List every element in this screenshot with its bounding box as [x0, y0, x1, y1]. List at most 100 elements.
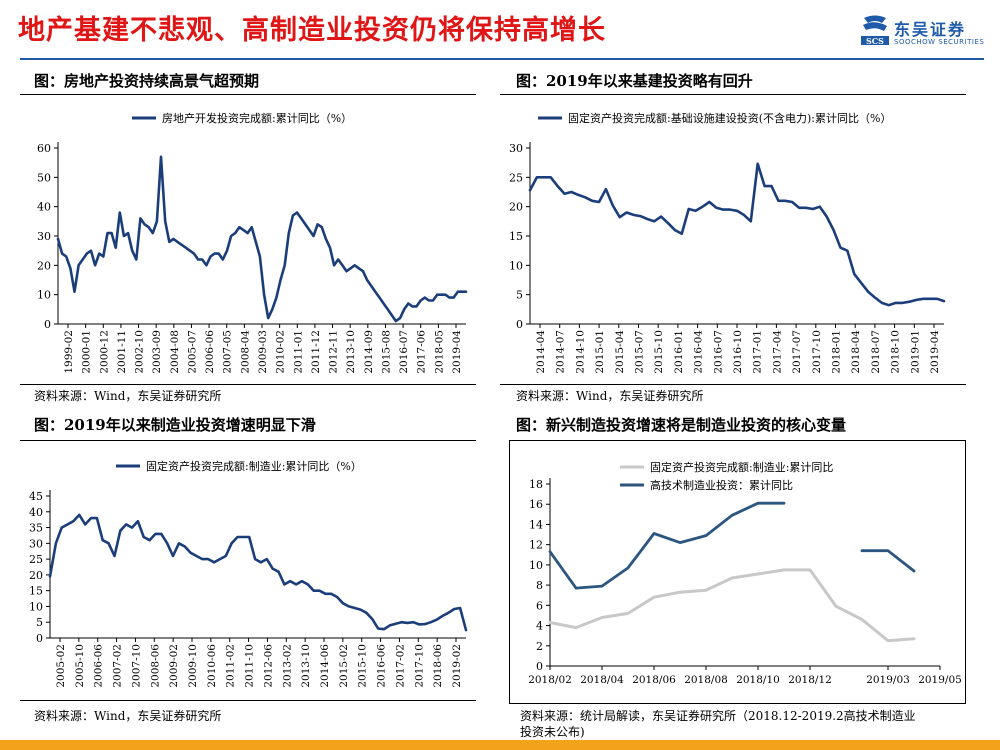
x-tick-label: 2012-11	[328, 330, 340, 374]
y-tick-label: 12	[529, 539, 543, 552]
x-tick-label: 2016-07	[712, 330, 724, 374]
x-tick-label: 2014-10	[574, 330, 586, 374]
x-tick-label: 2012-06	[262, 644, 274, 688]
panel1-top-rule	[20, 94, 476, 95]
panel2-bottom-rule	[500, 384, 966, 385]
logo-mark-text: SCS	[866, 36, 884, 46]
panel2-title: 图：2019年以来基建投资略有回升	[516, 72, 753, 90]
x-tick-label: 2015-10	[357, 644, 369, 688]
y-tick-label: 0	[536, 660, 543, 673]
x-tick-label: 2017-02	[394, 644, 406, 688]
x-tick-label: 2007-02	[112, 644, 124, 688]
y-tick-label: 4	[536, 620, 543, 633]
x-tick-label: 2015-08	[380, 330, 392, 374]
x-tick-label: 2019-01	[909, 330, 921, 374]
footer-bar	[0, 740, 1000, 750]
brand-logo: SCS 东吴证券 SOOCHOW SECURITIES	[860, 14, 992, 50]
panel4-source-line2: 投资未公布)	[520, 725, 585, 739]
chart-infrastructure: 0 5 10 15 20 25 30 固定资产投资完成额:基础设施建设投资(不含电力):累计同…	[509, 111, 946, 374]
header-divider	[20, 58, 984, 60]
x-tick-label: 2007-10	[130, 644, 142, 688]
series-line-1	[48, 513, 468, 632]
legend-label-1: 固定资产投资完成额:基础设施建设投资(不含电力):累计同比（%）	[568, 111, 891, 125]
x-tick-label: 2015-04	[614, 330, 626, 374]
x-tick-label: 2011-02	[225, 644, 237, 688]
x-tick-label: 1999-02	[63, 330, 75, 374]
x-tick-label: 2009-10	[187, 644, 199, 688]
x-tick-label: 2017-07	[791, 330, 803, 374]
x-tick-label: 2011-12	[310, 330, 322, 374]
x-tick-label: 2018/02	[528, 674, 572, 686]
logo-name-cn: 东吴证券	[894, 20, 967, 39]
x-tick-label: 2016-04	[693, 330, 705, 374]
x-tick-label: 2006-06	[93, 644, 105, 688]
y-tick-label: 5	[36, 616, 43, 629]
x-tick-label: 2000-01	[81, 330, 93, 374]
x-tick-label: 2016-01	[673, 330, 685, 374]
series-line-2	[860, 549, 916, 573]
x-tick-label: 2010-06	[206, 644, 218, 688]
x-tick-label: 2017-10	[811, 330, 823, 374]
panel4-source-line1: 资料来源：统计局解读，东吴证券研究所（2018.12-2019.2高技术制造业	[520, 709, 916, 723]
x-tick-label: 2013-10	[300, 644, 312, 688]
y-tick-label: 2	[536, 640, 543, 653]
y-tick-label: 30	[509, 142, 523, 155]
x-tick-label: 2015-01	[594, 330, 606, 374]
x-tick-label: 2019/05	[918, 674, 962, 686]
panel4-frame	[509, 440, 966, 704]
chart-real-estate: 0 10 20 30 40 50 60 房地产开发投资完成额:累计同比（%） 1999-02 20…	[37, 111, 468, 374]
y-tick-label: 60	[37, 142, 51, 155]
x-tick-label: 2018/12	[788, 674, 832, 686]
y-tick-label: 50	[37, 171, 51, 184]
x-tick-label: 2014-04	[535, 330, 547, 374]
x-tick-label: 2011-01	[292, 330, 304, 374]
x-tick-label: 2011-10	[244, 644, 256, 688]
y-tick-label: 30	[29, 537, 43, 550]
series-line-1	[548, 568, 916, 643]
x-tick-label: 2015-07	[634, 330, 646, 374]
x-tick-label: 2013-10	[345, 330, 357, 374]
x-tick-label: 2018-07	[870, 330, 882, 374]
x-tick-label: 2019-04	[929, 330, 941, 374]
x-tick-label: 2014-06	[319, 644, 331, 688]
legend-label-1: 房地产开发投资完成额:累计同比（%）	[162, 111, 352, 125]
y-tick-label: 20	[509, 201, 523, 214]
panel1-title: 图：房地产投资持续高景气超预期	[34, 72, 260, 90]
x-tick-label: 2008-06	[149, 644, 161, 688]
y-tick-label: 20	[29, 569, 43, 582]
panel4-title: 图：新兴制造投资增速将是制造业投资的核心变量	[516, 416, 847, 434]
y-tick-label: 25	[29, 553, 43, 566]
x-tick-label: 2018-06	[432, 644, 444, 688]
page-title: 地产基建不悲观、高制造业投资仍将保持高增长	[18, 15, 606, 46]
x-tick-label: 2005-07	[186, 330, 198, 374]
x-tick-label: 2017-01	[752, 330, 764, 374]
y-tick-label: 20	[37, 259, 51, 272]
x-tick-label: 2007-05	[222, 330, 234, 374]
x-tick-label: 2017-04	[771, 330, 783, 374]
legend-label-2: 高技术制造业投资：累计同比	[650, 478, 793, 492]
panel3-bottom-rule	[20, 700, 476, 701]
y-tick-label: 35	[29, 522, 43, 535]
panel3-top-rule	[20, 440, 476, 441]
y-tick-label: 0	[44, 318, 51, 331]
x-tick-label: 2014-09	[363, 330, 375, 374]
x-tick-label: 2018/06	[632, 674, 676, 686]
panel3-source: 资料来源：Wind，东吴证券研究所	[34, 709, 222, 723]
x-tick-label: 2018/04	[580, 674, 624, 686]
y-tick-label: 25	[509, 171, 523, 184]
y-tick-label: 40	[29, 506, 43, 519]
chart-manufacturing: 0 5 10 15 20 25 30 35 40 45 固定资产投资完成额:制造业:累计同比（%） 2…	[29, 459, 468, 688]
x-tick-label: 2008-04	[239, 330, 251, 374]
y-tick-label: 8	[536, 579, 543, 592]
x-tick-label: 2013-02	[281, 644, 293, 688]
y-tick-label: 14	[529, 518, 543, 531]
y-tick-label: 40	[37, 201, 51, 214]
x-tick-label: 2019/03	[866, 674, 910, 686]
y-tick-label: 0	[36, 632, 43, 645]
x-tick-label: 2000-12	[98, 330, 110, 374]
y-tick-label: 10	[29, 600, 43, 613]
series-line-1	[56, 155, 468, 323]
x-tick-label: 2018-04	[850, 330, 862, 374]
y-tick-label: 15	[509, 230, 523, 243]
y-tick-label: 6	[536, 599, 543, 612]
